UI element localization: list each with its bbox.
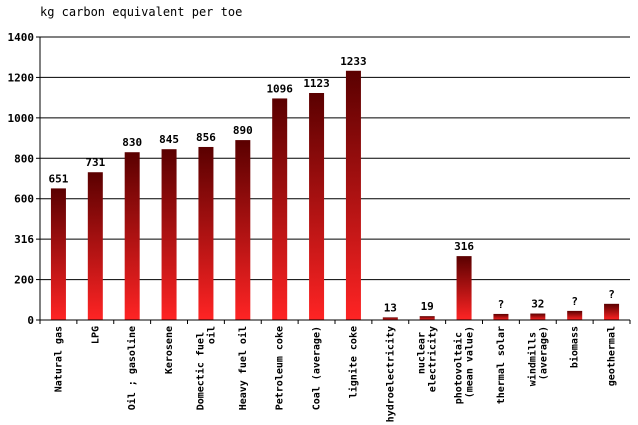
x-tick-label: Oil ; gasoline [126, 326, 138, 410]
bar [382, 317, 398, 320]
value-label: 316 [454, 240, 474, 253]
value-label: 32 [531, 298, 544, 311]
value-label: 651 [49, 172, 69, 185]
value-label: 1096 [266, 82, 293, 95]
value-label: 856 [196, 131, 216, 144]
value-label: ? [498, 298, 505, 311]
x-tick-label: Coal (average) [312, 326, 323, 410]
bar [567, 310, 583, 320]
y-tick-label: 0 [27, 314, 34, 327]
y-tick-label: 1200 [8, 71, 35, 84]
y-tick-label: 800 [14, 152, 34, 165]
bar [456, 256, 472, 320]
y-tick-label: 316 [14, 233, 34, 246]
x-tick-label: LPG [90, 326, 101, 344]
bar [124, 152, 140, 320]
bar [493, 313, 509, 320]
y-tick-label: 600 [14, 193, 34, 206]
y-tick-label: 200 [14, 274, 34, 287]
x-tick-label: geothermal [607, 326, 618, 386]
bar [87, 172, 103, 320]
bar [419, 316, 435, 320]
x-tick-label: photovoltaic (mean value) [453, 326, 476, 404]
x-tick-label: Natural gas [53, 326, 64, 392]
value-label: ? [608, 288, 615, 301]
x-tick-label: nuclear electricity [417, 326, 439, 392]
x-tick-label: lignite coke [347, 326, 359, 398]
x-tick-label: Domectic fuel oil [194, 326, 217, 410]
bar [345, 70, 361, 320]
bar [272, 98, 288, 320]
x-tick-label: Heavy fuel oil [237, 326, 249, 410]
value-label: 845 [159, 133, 179, 146]
value-label: 890 [233, 124, 253, 137]
bar [309, 92, 325, 321]
value-label: 19 [421, 300, 434, 313]
bar [604, 303, 620, 320]
chart-title: kg carbon equivalent per toe [40, 5, 242, 19]
value-label: 731 [85, 156, 105, 169]
bar [50, 188, 66, 320]
value-label: 1233 [340, 55, 367, 68]
value-label: 830 [122, 136, 142, 149]
y-tick-label: 1000 [8, 112, 35, 125]
bar [530, 313, 546, 320]
bar [198, 146, 214, 320]
bar [235, 140, 251, 320]
value-label: ? [571, 295, 578, 308]
x-tick-label: Petroleum coke [275, 326, 286, 410]
x-tick-label: biomass [569, 326, 581, 368]
x-tick-label: Kerosene [164, 326, 175, 374]
x-tick-label: thermal solar [496, 326, 507, 404]
y-tick-label: 1400 [8, 31, 35, 44]
bar [161, 149, 177, 320]
x-tick-label: hydroelectricity [384, 326, 396, 422]
value-label: 1123 [303, 77, 330, 90]
x-tick-label: windmills (average) [526, 326, 549, 386]
value-label: 13 [384, 301, 397, 314]
